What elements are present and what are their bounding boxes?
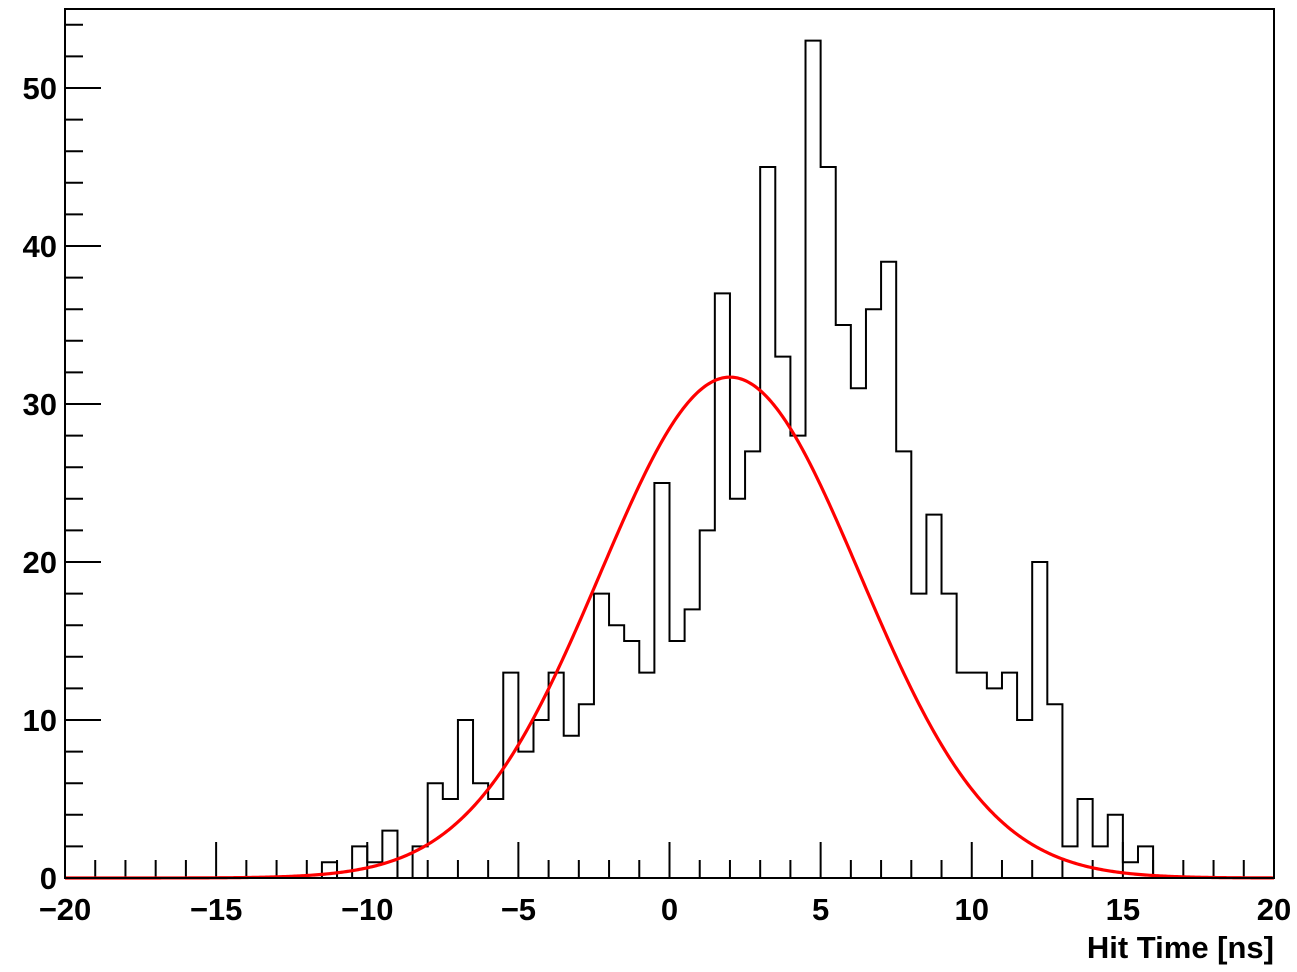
y-tick-label: 40: [23, 229, 57, 264]
histogram-bin: [851, 388, 866, 878]
histogram-bin: [352, 846, 367, 878]
x-tick-label: −10: [341, 892, 394, 927]
histogram-bin: [518, 752, 533, 878]
histogram-bin: [624, 641, 639, 878]
histogram-bin: [564, 736, 579, 878]
histogram-bin: [730, 499, 745, 878]
x-tick-label: 20: [1257, 892, 1291, 927]
histogram-bin: [821, 167, 836, 878]
histogram-bin: [1093, 846, 1108, 878]
x-tick-label: 15: [1106, 892, 1140, 927]
histogram-bin: [443, 799, 458, 878]
x-tick-label: −20: [39, 892, 92, 927]
x-axis-title: Hit Time [ns]: [1087, 930, 1274, 965]
x-tick-label: −5: [501, 892, 536, 927]
x-tick-label: 5: [812, 892, 829, 927]
histogram-bin: [428, 783, 443, 878]
x-tick-label: 0: [661, 892, 678, 927]
histogram-bin: [503, 673, 518, 878]
histogram-bin: [745, 451, 760, 878]
histogram-bin: [987, 688, 1002, 878]
tick-labels: −20 −15 −10 −5 0 5 10 15 20 0 10 20 30 40 50: [23, 71, 1292, 927]
histogram-bin: [670, 641, 685, 878]
axis-ticks: [64, 23, 1275, 879]
histogram-bin: [911, 594, 926, 878]
histogram-bin: [609, 625, 624, 878]
histogram-bin: [957, 673, 972, 878]
histogram-bin: [881, 262, 896, 878]
histogram-bin: [775, 357, 790, 878]
histogram-bin: [760, 167, 775, 878]
y-tick-label: 30: [23, 387, 57, 422]
histogram-bin: [942, 594, 957, 878]
histogram-bin: [654, 483, 669, 878]
histogram-outline: [320, 39, 1155, 879]
histogram-bin: [549, 673, 564, 878]
histogram-bin: [836, 325, 851, 878]
histogram-bin: [1108, 815, 1123, 878]
histogram-bin: [382, 831, 397, 878]
y-tick-label: 20: [23, 545, 57, 580]
histogram-bin: [790, 436, 805, 878]
x-tick-label: 10: [955, 892, 989, 927]
plot-frame: [64, 8, 1275, 879]
histogram-bin: [700, 530, 715, 878]
histogram-bin: [533, 720, 548, 878]
histogram-bins: [322, 41, 1153, 878]
histogram-bin: [639, 673, 654, 878]
histogram-bin: [972, 673, 987, 878]
histogram-bin: [594, 594, 609, 878]
histogram-bin: [1002, 673, 1017, 878]
y-tick-label: 10: [23, 703, 57, 738]
histogram-bin: [488, 799, 503, 878]
y-tick-label: 50: [23, 71, 57, 106]
y-tick-label: 0: [40, 861, 57, 896]
x-tick-label: −15: [190, 892, 243, 927]
histogram-bin: [579, 704, 594, 878]
histogram-bin: [1017, 720, 1032, 878]
histogram-bin: [458, 720, 473, 878]
histogram-bin: [685, 609, 700, 878]
histogram-bin: [1032, 562, 1047, 878]
histogram-bin: [926, 515, 941, 878]
